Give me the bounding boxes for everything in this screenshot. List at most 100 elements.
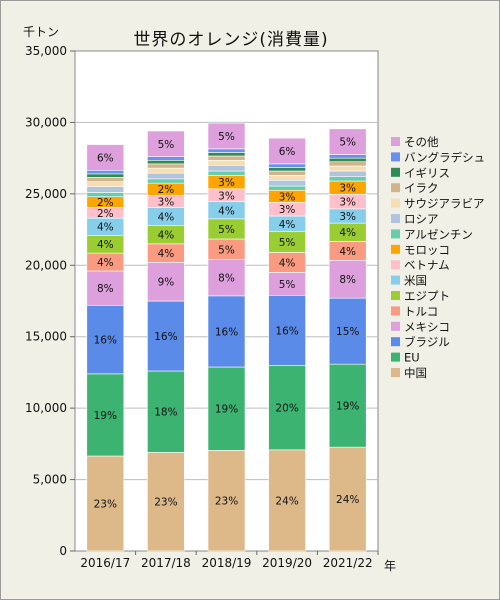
bar-segment (147, 156, 185, 161)
bar-segment (207, 122, 246, 150)
data-label: 4% (339, 246, 356, 258)
legend-label: EU (404, 351, 420, 365)
bar-segment (207, 164, 246, 172)
legend-swatch (391, 368, 400, 377)
bar-segment (328, 297, 367, 365)
legend-swatch (391, 198, 400, 208)
y-tick-label: 20,000 (25, 258, 67, 272)
x-tick-label: 2016/17 (80, 556, 130, 570)
legend-swatch (391, 244, 400, 254)
bar-segment (328, 170, 367, 178)
data-label: 4% (279, 257, 296, 269)
bar-segment (328, 165, 367, 172)
legend-label: トルコ (404, 304, 438, 318)
bar-segment (207, 155, 246, 161)
bar-segment (207, 450, 246, 552)
legend-label: ブラジル (404, 335, 450, 349)
bar-segment (86, 373, 125, 457)
legend-swatch (391, 167, 400, 177)
data-label: 5% (339, 137, 356, 149)
bar-segment (328, 154, 367, 159)
data-label: 8% (218, 273, 235, 285)
data-label: 20% (275, 403, 298, 415)
data-label: 16% (154, 331, 177, 343)
data-label: 15% (336, 326, 359, 338)
x-tick-label: 2019/20 (262, 556, 312, 570)
legend-swatch (391, 183, 400, 193)
y-tick-label: 30,000 (25, 115, 67, 129)
x-tick-label: 2018/19 (202, 556, 252, 570)
y-tick-label: 15,000 (25, 330, 67, 344)
data-label: 4% (97, 239, 114, 251)
bar-segment (268, 163, 306, 168)
legend-label: 米国 (404, 274, 427, 288)
data-label: 19% (215, 404, 238, 416)
data-label: 2% (158, 184, 175, 196)
x-tick-label: 2021/22 (323, 556, 373, 570)
bar-segment (147, 262, 185, 302)
bar-segment (86, 173, 125, 178)
y-tick-label: 35,000 (25, 44, 67, 58)
bar-segment (207, 159, 246, 166)
data-label: 23% (94, 499, 117, 511)
data-label: 5% (218, 224, 235, 236)
legend-label: その他 (404, 135, 439, 149)
legend-swatch (391, 137, 400, 146)
y-tick-label: 5,000 (33, 473, 67, 487)
bar-segment (328, 128, 367, 155)
bar-segment (86, 177, 125, 183)
bar-segment (268, 167, 306, 172)
data-label: 9% (158, 277, 175, 289)
bar-segment (86, 144, 125, 171)
bar-segment (328, 259, 367, 299)
bar-segment (147, 172, 185, 180)
bar-segment (268, 137, 306, 165)
data-label: 5% (218, 244, 235, 256)
legend-label: モロッコ (404, 243, 450, 257)
data-label: 16% (94, 335, 117, 347)
bar-segment (328, 363, 367, 448)
legend-label: アルゼンチン (404, 227, 473, 241)
legend-swatch (391, 260, 400, 270)
data-label: 5% (158, 139, 175, 151)
data-label: 18% (154, 407, 177, 419)
data-label: 3% (279, 191, 296, 203)
data-label: 4% (158, 230, 175, 242)
legend-swatch (391, 321, 400, 331)
legend-swatch (391, 352, 400, 362)
data-label: 3% (279, 204, 296, 216)
legend-swatch (391, 337, 400, 347)
data-label: 23% (215, 496, 238, 508)
y-tick-label: 10,000 (25, 401, 67, 415)
bar-segment (268, 449, 306, 552)
data-label: 4% (97, 257, 114, 269)
data-label: 19% (336, 401, 359, 413)
bar-segment (268, 294, 306, 366)
data-label: 3% (218, 177, 235, 189)
data-label: 5% (218, 131, 235, 143)
y-tick-label: 25,000 (25, 187, 67, 201)
data-label: 19% (94, 410, 117, 422)
data-label: 3% (339, 211, 356, 223)
data-label: 24% (336, 494, 359, 506)
bar-segment (147, 178, 185, 184)
legend-label: イギリス (404, 166, 450, 180)
bar-segment (147, 159, 185, 165)
bar-segment (207, 170, 246, 176)
data-label: 5% (279, 237, 296, 249)
bar-segment (86, 455, 125, 552)
bar-segment (86, 169, 125, 175)
data-label: 4% (279, 219, 296, 231)
bar-segment (207, 148, 246, 153)
legend-label: メキシコ (404, 320, 450, 334)
bar-segment (207, 152, 246, 157)
data-label: 4% (158, 248, 175, 260)
bar-segment (147, 300, 185, 372)
bar-segment (207, 295, 246, 368)
legend-swatch (391, 275, 400, 285)
data-label: 16% (275, 325, 298, 337)
chart-title: 世界のオレンジ(消費量) (133, 30, 329, 50)
data-label: 3% (218, 190, 235, 202)
bar-segment (268, 174, 306, 181)
bar-segment (86, 186, 125, 193)
